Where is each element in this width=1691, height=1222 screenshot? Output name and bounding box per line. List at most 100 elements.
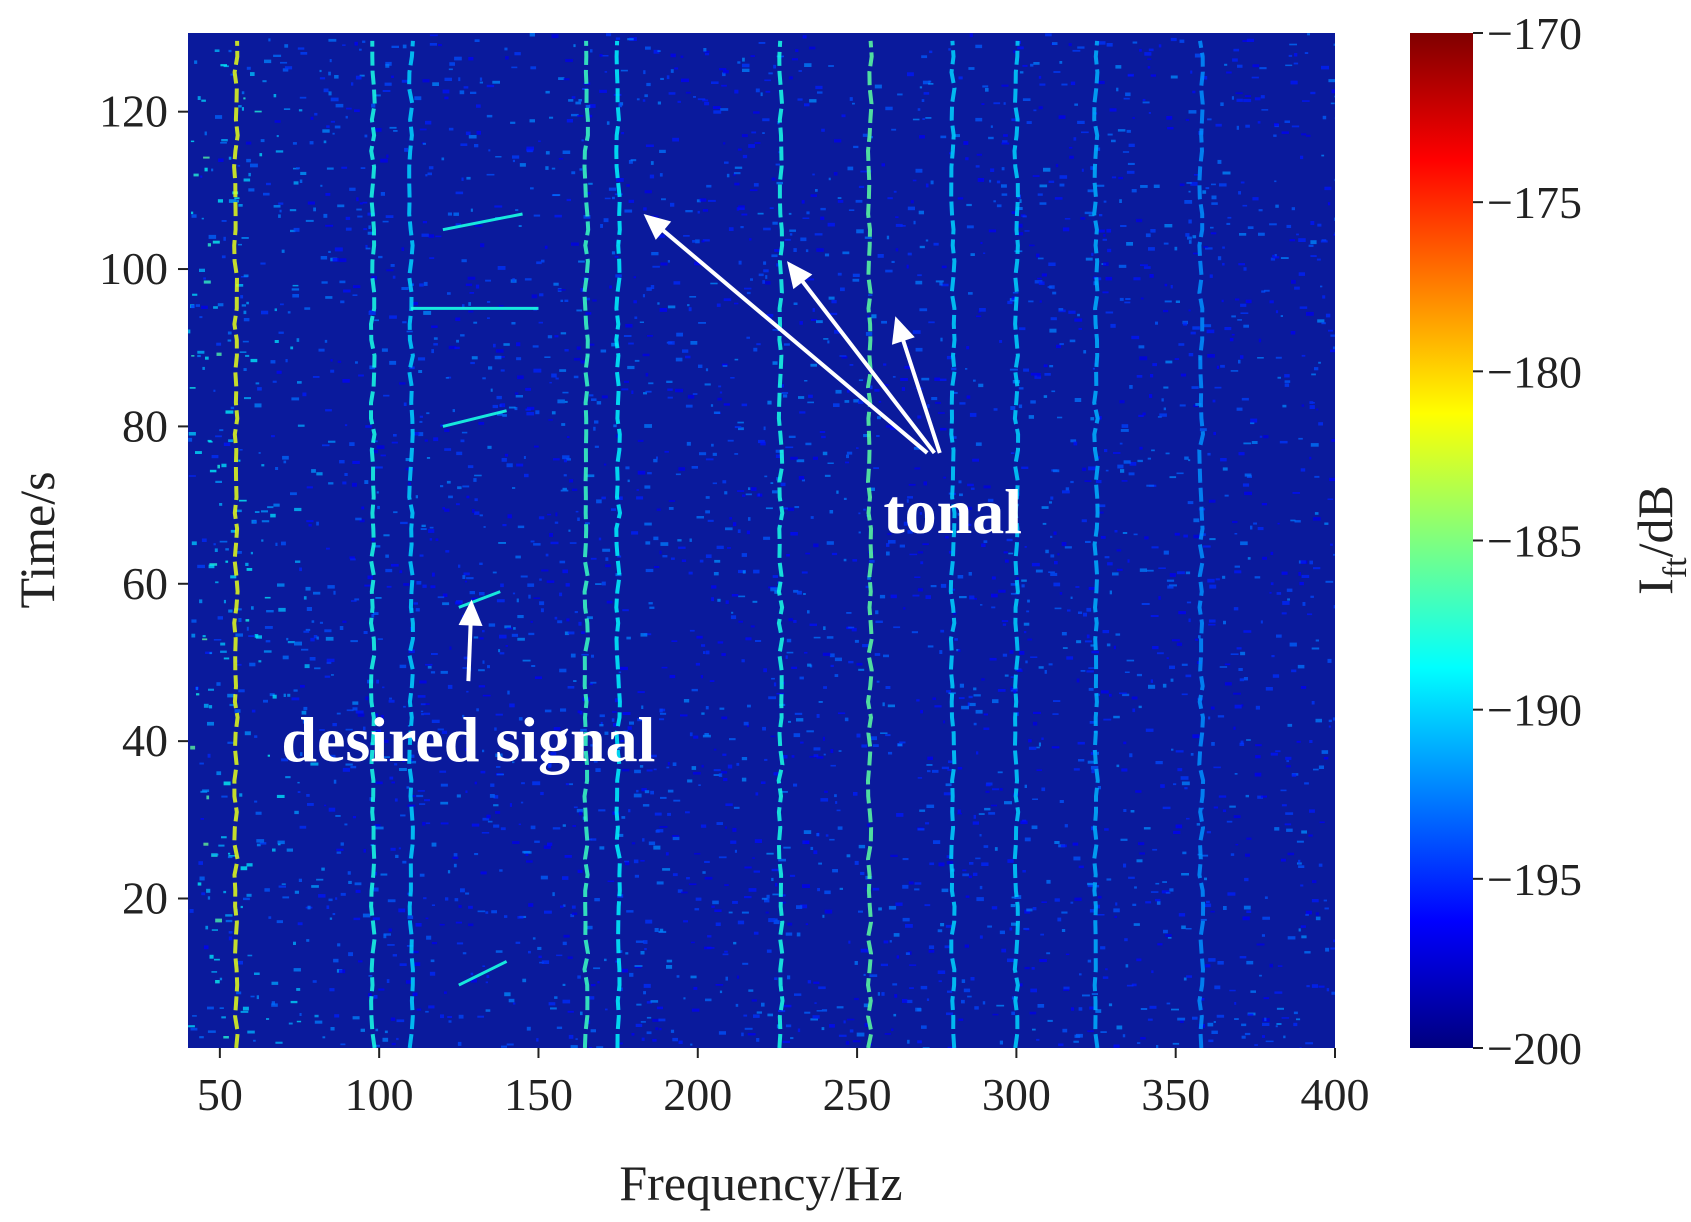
noise-speck [560,905,564,908]
noise-speck [1022,215,1027,218]
noise-speck [1188,459,1191,462]
noise-speck [812,308,815,312]
noise-speck [190,140,195,143]
noise-speck [707,935,712,938]
noise-speck [564,400,568,403]
noise-speck [722,365,728,367]
noise-speck [972,872,978,876]
noise-speck [237,243,242,246]
noise-speck [421,713,424,716]
noise-speck [207,896,211,900]
noise-speck [1312,402,1315,404]
noise-speck [813,981,820,984]
noise-speck [512,487,516,489]
noise-speck [1161,398,1164,402]
noise-speck [449,646,452,650]
noise-speck [402,44,407,49]
noise-speck [330,369,335,373]
noise-speck [640,1021,646,1023]
noise-speck [852,273,860,277]
noise-speck [1242,40,1249,42]
noise-speck [470,91,477,94]
noise-speck [493,804,499,807]
noise-speck [639,321,644,323]
noise-speck [356,208,362,211]
noise-speck [1164,224,1173,228]
noise-speck [823,338,829,340]
noise-speck [208,234,217,239]
noise-speck [801,479,805,482]
noise-speck [1135,790,1142,793]
noise-speck [618,671,622,674]
noise-speck [1313,768,1319,771]
noise-speck [852,278,860,282]
noise-speck [677,100,681,103]
noise-speck [615,274,622,278]
noise-speck [1261,934,1265,937]
noise-speck [1327,658,1332,663]
noise-speck [1284,120,1290,123]
noise-speck [1097,511,1104,514]
noise-speck [1233,692,1241,695]
noise-speck [613,424,617,428]
noise-speck [824,890,831,895]
noise-speck [667,396,673,399]
noise-speck [747,1033,756,1036]
noise-speck [600,224,603,228]
noise-speck [672,836,680,841]
noise-speck [737,421,744,424]
noise-speck [1086,607,1092,612]
noise-speck [414,96,422,101]
noise-speck [284,66,293,70]
noise-speck [215,980,220,984]
noise-speck [560,299,564,302]
noise-speck [715,922,721,926]
noise-speck [637,718,643,722]
noise-speck [767,1013,773,1017]
noise-speck [895,902,903,906]
noise-speck [325,193,331,196]
noise-speck [702,239,710,242]
noise-speck [1183,977,1187,981]
noise-speck [765,275,768,279]
noise-speck [810,1018,818,1021]
noise-speck [765,911,769,914]
noise-speck [389,126,397,129]
noise-speck [881,163,885,167]
noise-speck [1238,359,1241,364]
noise-speck [591,654,594,658]
noise-speck [228,49,232,53]
noise-speck [645,144,654,147]
noise-speck [225,919,233,923]
noise-speck [645,372,649,377]
noise-speck [437,596,445,599]
noise-speck [1290,331,1296,335]
noise-speck [643,70,646,75]
noise-speck [453,863,457,868]
noise-speck [584,522,590,525]
noise-speck [788,76,793,80]
noise-speck [326,167,334,170]
noise-speck [655,1027,659,1031]
noise-speck [572,488,578,491]
noise-speck [642,99,646,102]
noise-speck [1139,446,1143,450]
noise-speck [1085,257,1093,261]
noise-speck [929,50,933,54]
noise-speck [296,1020,302,1023]
noise-speck [609,285,612,289]
noise-texture [188,33,1335,1048]
noise-speck [486,84,495,88]
noise-speck [681,559,687,562]
noise-speck [1107,133,1113,136]
noise-speck [924,514,930,518]
noise-speck [392,275,396,279]
noise-speck [405,458,412,462]
noise-speck [551,167,556,170]
noise-speck [219,540,228,543]
noise-speck [1318,422,1323,426]
noise-speck [1121,424,1129,428]
noise-speck [1328,329,1333,332]
noise-speck [799,411,806,414]
noise-speck [221,220,227,222]
